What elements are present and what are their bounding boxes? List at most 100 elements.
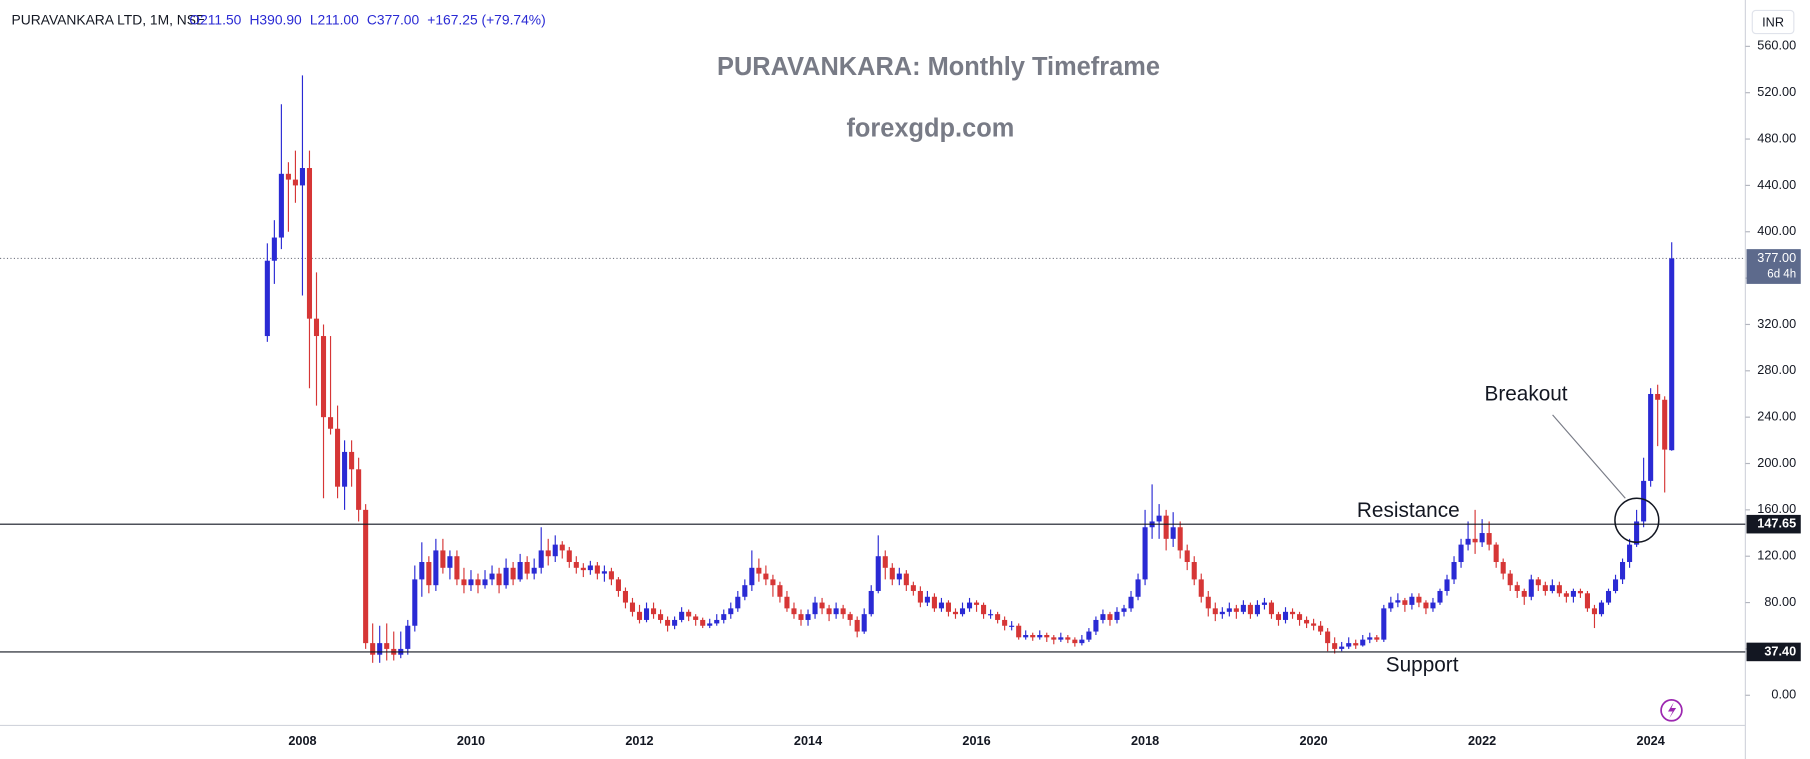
- candle-body: [1416, 596, 1422, 603]
- candle-body: [1627, 544, 1633, 563]
- candle-body: [419, 562, 425, 580]
- candle-body: [1402, 600, 1408, 605]
- candle-body: [1493, 544, 1499, 563]
- candle-body: [1472, 538, 1478, 543]
- candle-body: [1648, 393, 1654, 481]
- candle-body: [924, 596, 930, 603]
- candle-body: [1669, 258, 1675, 451]
- candle-body: [1388, 602, 1394, 609]
- candle-body: [643, 608, 650, 620]
- level-label-box: [1746, 642, 1801, 662]
- candle-body: [1297, 614, 1303, 620]
- candle-body: [1451, 562, 1457, 580]
- candle-body: [320, 336, 327, 418]
- candle-body: [1107, 614, 1113, 620]
- x-tick-label: 2016: [962, 733, 990, 748]
- candle-body: [1605, 590, 1612, 603]
- level-label: 37.40: [1764, 643, 1796, 658]
- candle-body: [608, 571, 614, 580]
- candle-body: [826, 608, 832, 615]
- candle-body: [1612, 579, 1619, 591]
- candle-body: [566, 550, 572, 563]
- y-tick-label: 120.00: [1757, 548, 1796, 563]
- replay-icon[interactable]: [1660, 699, 1683, 722]
- candle-body: [1584, 593, 1590, 609]
- candle-body: [1367, 637, 1373, 640]
- ohlc-value: C377.00: [367, 11, 420, 27]
- candle-body: [552, 544, 558, 557]
- candle-body: [1156, 515, 1162, 522]
- candle-body: [1507, 573, 1513, 586]
- candle-body: [1346, 643, 1352, 647]
- candle-body: [1395, 600, 1401, 603]
- candle-body: [531, 567, 537, 574]
- candle-body: [1058, 637, 1064, 640]
- candle-body: [594, 565, 600, 574]
- candle-body: [1381, 608, 1387, 640]
- candle-body: [377, 643, 383, 655]
- candle-body: [349, 451, 355, 470]
- symbol: PURAVANKARA LTD, 1M, NSE: [12, 11, 206, 27]
- candle-body: [735, 596, 741, 609]
- candle-body: [328, 417, 334, 429]
- candle-body: [931, 596, 937, 609]
- ohlc-readout: O211.50 H390.90 L211.00 C377.00 +167.25 (+79…: [189, 11, 545, 27]
- candle-body: [1486, 533, 1492, 545]
- candle-body: [503, 567, 509, 586]
- candle-body: [454, 556, 460, 580]
- candle-body: [482, 579, 488, 586]
- candle-body: [1219, 611, 1225, 615]
- ohlc-value: H390.90: [249, 11, 302, 27]
- candle-body: [601, 571, 607, 574]
- candle-body: [1226, 608, 1232, 612]
- candle-body: [707, 623, 713, 626]
- candle-body: [756, 567, 762, 574]
- candle-body: [370, 643, 376, 655]
- y-tick-label: 160.00: [1757, 501, 1796, 516]
- candle-body: [847, 614, 853, 620]
- candle-body: [1360, 639, 1366, 646]
- candle-body: [812, 602, 818, 615]
- candle-body: [496, 573, 502, 586]
- candle-body: [468, 579, 474, 586]
- candle-body: [952, 611, 959, 615]
- candle-body: [1254, 604, 1260, 615]
- currency-box[interactable]: [1751, 9, 1795, 35]
- candle-body: [1570, 590, 1576, 597]
- candle-body: [622, 590, 628, 603]
- header: PURAVANKARA LTD, 1M, NSE O211.50 H390.90 L…: [12, 11, 546, 27]
- icon-ring: [1660, 699, 1683, 722]
- ohlc-value: L211.00: [310, 11, 359, 27]
- candle-body: [988, 614, 994, 616]
- currency: INR: [1762, 15, 1784, 30]
- y-tick-label: 80.00: [1764, 594, 1796, 609]
- candle-body: [1437, 590, 1443, 603]
- candle-body: [636, 611, 643, 620]
- candle-body: [1662, 399, 1668, 450]
- candle-body: [299, 168, 305, 186]
- y-tick-label: 560.00: [1757, 38, 1796, 53]
- candle-body: [306, 168, 313, 319]
- x-tick-label: 2022: [1468, 733, 1496, 748]
- candle-body: [1191, 562, 1197, 580]
- x-tick-label: 2014: [794, 733, 822, 748]
- candle-body: [1339, 646, 1345, 649]
- candle-body: [1086, 631, 1092, 640]
- candle-body: [1500, 562, 1506, 574]
- level-name: Support: [1386, 653, 1459, 676]
- candle-body: [896, 573, 902, 580]
- candle-body: [587, 565, 593, 571]
- candle-body: [1142, 527, 1148, 580]
- candle-body: [342, 451, 348, 487]
- y-tick-label: 520.00: [1757, 84, 1796, 99]
- candle-body: [672, 619, 678, 626]
- y-tick-label: 0.00: [1771, 687, 1796, 702]
- candle-body: [1620, 562, 1626, 580]
- y-tick-label: 240.00: [1757, 409, 1796, 424]
- candle-body: [1563, 593, 1569, 597]
- candle-body: [819, 602, 825, 609]
- candle-body: [461, 579, 467, 586]
- candle-body: [1184, 550, 1190, 563]
- candle-body: [1170, 527, 1176, 539]
